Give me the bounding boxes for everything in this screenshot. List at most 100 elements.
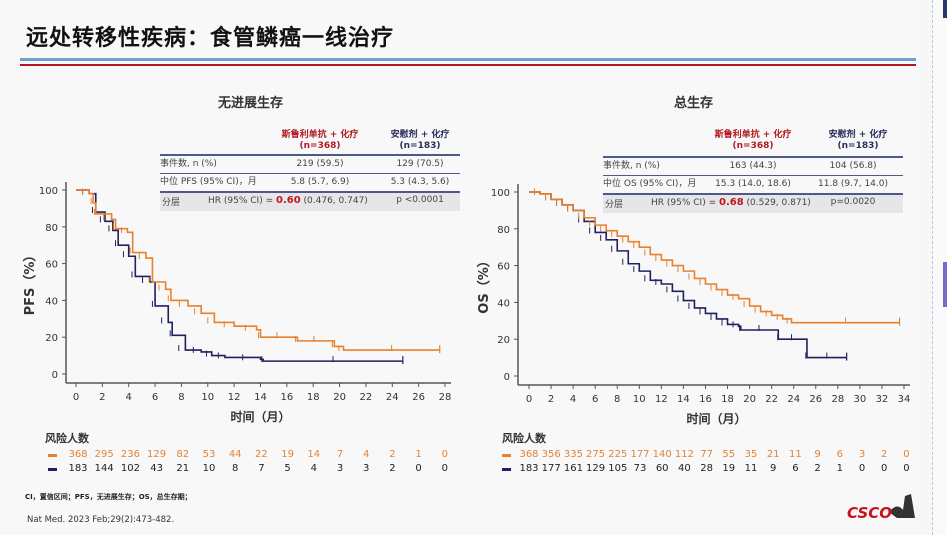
risk-count: 9 [814,449,821,460]
risk-count: 21 [766,449,780,460]
risk-count: 368 [519,449,539,460]
risk-row-arm2: 183 177 161 129 105 73 60 40 28 19 11 9 6 2 1 0 0 0 [490,463,920,475]
hr-value: 0.60 [275,195,301,206]
arm2-name: 安慰剂 + 化疗 [828,130,888,140]
x-tick-label: 16 [699,394,712,405]
risk-count: 2 [389,449,396,460]
x-tick-label: 16 [280,392,293,403]
x-tick-label: 6 [592,394,598,405]
row-label: 事件数, n (%) [603,161,660,171]
km-curve [529,191,900,324]
risk-count: 144 [94,463,114,474]
y-tick-label: 80 [497,225,510,236]
risk-count: 7 [258,463,265,474]
table-divider [603,193,903,195]
title-rule-red [20,64,916,66]
risk-count: 19 [722,463,736,474]
arm1-swatch [502,454,511,457]
pfs-row-median: 中位 PFS (95% CI)，月 5.8 (5.7, 6.9) 5.3 (4.… [160,174,460,190]
arm1-value: 219 (59.5) [296,159,344,169]
os-risk-table: 风险人数 368 356 335 275 225 177 140 112 77 55 35 21 11 9… [490,430,920,475]
table-divider [160,154,460,156]
km-curve [529,191,847,359]
risk-count: 28 [700,463,713,474]
x-tick-label: 18 [721,394,734,405]
arm2-n: (n=183) [399,141,441,151]
risk-count: 0 [858,463,866,474]
arm1-n: (n=368) [732,141,774,151]
row-label: 中位 PFS (95% CI)，月 [160,177,257,187]
y-tick-label: 60 [45,260,58,271]
x-tick-label: 10 [633,394,646,405]
arm2-n: (n=183) [837,141,879,151]
risk-count: 161 [563,463,583,474]
slide-title: 远处转移性疾病：食管鳞癌一线治疗 [26,26,395,51]
risk-count: 35 [744,449,758,460]
y-tick-label: 20 [497,335,510,346]
pfs-row-events: 事件数, n (%) 219 (59.5) 129 (70.5) [160,156,460,172]
risk-count: 177 [541,463,561,474]
x-tick-label: 4 [570,394,576,405]
risk-count: 44 [228,449,242,460]
y-tick-label: 60 [497,262,510,273]
arm1-value: 15.3 (14.0, 18.6) [715,179,791,189]
risk-count: 6 [792,463,799,474]
risk-count: 11 [789,449,802,460]
pfs-panel-title: 无进展生存 [218,96,284,111]
risk-count: 129 [586,463,606,474]
hr-prefix: HR (95% CI) = [208,196,276,206]
risk-count: 82 [176,449,190,460]
risk-count: 73 [633,463,647,474]
risk-count: 40 [678,463,691,474]
x-tick-label: 4 [126,392,132,403]
risk-count: 4 [310,463,317,474]
arm2-name: 安慰剂 + 化疗 [390,130,450,140]
x-tick-label: 12 [655,394,668,405]
x-tick-label: 24 [787,394,800,405]
arm1-value: 5.8 (5.7, 6.9) [290,177,350,187]
os-arm1-header: 斯鲁利单抗 + 化疗 (n=368) [698,130,808,152]
pfs-row-hr: 分层 HR (95% CI) = 0.60 (0.476, 0.747) p <… [160,193,460,211]
hr-prefix: HR (95% CI) = [651,198,719,208]
risk-count: 11 [744,463,758,474]
risk-count: 0 [415,463,422,474]
arm2-value: 11.8 (9.7, 14.0) [818,179,888,189]
os-panel-title: 总生存 [674,96,714,111]
row-label: 事件数, n (%) [160,159,217,169]
y-tick-label: 40 [45,296,58,307]
risk-table-label: 风险人数 [45,432,89,445]
os-row-hr: 分层 HR (95% CI) = 0.68 (0.529, 0.871) p=0… [603,195,903,213]
p-value: p=0.0020 [830,197,876,207]
x-tick-label: 20 [333,392,346,403]
arm2-value: 104 (56.8) [829,161,877,171]
pfs-summary-table: 斯鲁利单抗 + 化疗 (n=368) 安慰剂 + 化疗 (n=183) 事件数,… [160,128,460,212]
risk-count: 295 [94,449,114,460]
y-tick-label: 0 [504,372,510,383]
km-curve [76,189,440,351]
risk-count: 183 [68,463,88,474]
x-tick-label: 0 [526,394,532,405]
pfs-arm2-header: 安慰剂 + 化疗 (n=183) [365,130,475,152]
risk-count: 335 [563,449,583,460]
risk-count: 19 [281,449,294,460]
os-row-events: 事件数, n (%) 163 (44.3) 104 (56.8) [603,158,903,174]
risk-count: 60 [655,463,669,474]
y-axis-label: PFS（%） [22,249,38,316]
x-tick-label: 34 [898,394,911,405]
side-scroll-thumb[interactable] [943,262,947,307]
risk-count: 225 [608,449,628,460]
risk-count: 102 [120,463,140,474]
arm1-value: 163 (44.3) [729,161,777,171]
x-tick-label: 22 [360,392,373,403]
risk-count: 3 [363,463,370,474]
pfs-arm1-header: 斯鲁利单抗 + 化疗 (n=368) [265,130,375,152]
risk-count: 105 [608,463,628,474]
km-curve [76,189,403,362]
risk-count: 1 [415,449,422,460]
risk-count: 140 [652,449,672,460]
logo-emblem-icon [889,494,915,518]
x-tick-label: 8 [614,394,620,405]
risk-table-label: 风险人数 [502,432,546,445]
